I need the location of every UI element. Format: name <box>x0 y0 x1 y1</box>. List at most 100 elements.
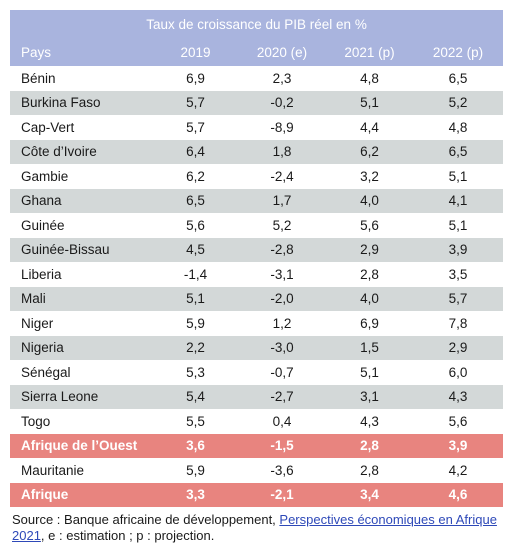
value-cell: 4,4 <box>326 115 413 140</box>
value-cell: -2,1 <box>238 482 326 507</box>
country-name-cell: Guinée-Bissau <box>10 237 153 262</box>
value-cell: 5,2 <box>238 213 326 238</box>
value-cell: 3,2 <box>326 164 413 189</box>
country-name-cell: Afrique <box>10 482 153 507</box>
value-cell: -0,7 <box>238 360 326 385</box>
table-row: Liberia -1,4 -3,1 2,8 3,5 <box>10 262 504 287</box>
value-cell: -2,0 <box>238 286 326 311</box>
gdp-growth-table-container: Taux de croissance du PIB réel en % Pays… <box>10 10 504 544</box>
table-row: Ghana 6,5 1,7 4,0 4,1 <box>10 188 504 213</box>
value-cell: 2,8 <box>326 458 413 483</box>
value-cell: 3,1 <box>326 384 413 409</box>
value-cell: 3,6 <box>153 433 238 458</box>
value-cell: -3,6 <box>238 458 326 483</box>
country-name-cell: Niger <box>10 311 153 336</box>
table-row: Afrique de l’Ouest 3,6 -1,5 2,8 3,9 <box>10 433 504 458</box>
table-body: Bénin 6,9 2,3 4,8 6,5 Burkina Faso 5,7 -0,2 5,1 5… <box>10 66 504 507</box>
value-cell: 4,8 <box>326 66 413 91</box>
value-cell: 5,7 <box>153 90 238 115</box>
value-cell: 2,8 <box>326 262 413 287</box>
country-name-cell: Bénin <box>10 66 153 91</box>
value-cell: 5,1 <box>326 90 413 115</box>
value-cell: 4,2 <box>413 458 504 483</box>
value-cell: 6,9 <box>326 311 413 336</box>
table-row: Mali 5,1 -2,0 4,0 5,7 <box>10 286 504 311</box>
value-cell: 4,6 <box>413 482 504 507</box>
value-cell: 5,9 <box>153 458 238 483</box>
value-cell: -1,4 <box>153 262 238 287</box>
country-name-cell: Ghana <box>10 188 153 213</box>
value-cell: 5,7 <box>413 286 504 311</box>
value-cell: 6,4 <box>153 139 238 164</box>
value-cell: 5,7 <box>153 115 238 140</box>
column-header-2022: 2022 (p) <box>413 38 504 66</box>
value-cell: 1,5 <box>326 335 413 360</box>
value-cell: 5,6 <box>413 409 504 434</box>
country-name-cell: Nigeria <box>10 335 153 360</box>
value-cell: -2,7 <box>238 384 326 409</box>
value-cell: -2,8 <box>238 237 326 262</box>
table-row: Nigeria 2,2 -3,0 1,5 2,9 <box>10 335 504 360</box>
value-cell: 6,0 <box>413 360 504 385</box>
value-cell: 4,0 <box>326 286 413 311</box>
value-cell: 5,1 <box>153 286 238 311</box>
source-note: Source : Banque africaine de développeme… <box>10 512 503 544</box>
value-cell: 5,1 <box>413 164 504 189</box>
table-title-row: Taux de croissance du PIB réel en % <box>10 10 504 38</box>
value-cell: 5,1 <box>413 213 504 238</box>
value-cell: 6,5 <box>413 66 504 91</box>
table-row: Mauritanie 5,9 -3,6 2,8 4,2 <box>10 458 504 483</box>
value-cell: 4,5 <box>153 237 238 262</box>
column-header-2019: 2019 <box>153 38 238 66</box>
value-cell: 3,9 <box>413 237 504 262</box>
value-cell: -1,5 <box>238 433 326 458</box>
table-row: Burkina Faso 5,7 -0,2 5,1 5,2 <box>10 90 504 115</box>
value-cell: 5,1 <box>326 360 413 385</box>
value-cell: 4,3 <box>326 409 413 434</box>
value-cell: -0,2 <box>238 90 326 115</box>
value-cell: 1,8 <box>238 139 326 164</box>
value-cell: 1,7 <box>238 188 326 213</box>
value-cell: 5,2 <box>413 90 504 115</box>
country-name-cell: Sénégal <box>10 360 153 385</box>
value-cell: 6,9 <box>153 66 238 91</box>
value-cell: 6,5 <box>153 188 238 213</box>
value-cell: 4,3 <box>413 384 504 409</box>
country-name-cell: Sierra Leone <box>10 384 153 409</box>
source-link[interactable]: Perspectives économiques en Afrique 2021 <box>12 512 497 543</box>
value-cell: 3,9 <box>413 433 504 458</box>
value-cell: 7,8 <box>413 311 504 336</box>
value-cell: 2,8 <box>326 433 413 458</box>
value-cell: 3,5 <box>413 262 504 287</box>
source-prefix: Source : Banque africaine de développeme… <box>12 512 280 527</box>
table-row: Guinée 5,6 5,2 5,6 5,1 <box>10 213 504 238</box>
column-header-pays: Pays <box>10 38 153 66</box>
country-name-cell: Côte d’Ivoire <box>10 139 153 164</box>
value-cell: 5,3 <box>153 360 238 385</box>
source-suffix: , e : estimation ; p : projection. <box>40 528 215 543</box>
value-cell: 3,3 <box>153 482 238 507</box>
value-cell: -8,9 <box>238 115 326 140</box>
table-row: Bénin 6,9 2,3 4,8 6,5 <box>10 66 504 91</box>
country-name-cell: Mauritanie <box>10 458 153 483</box>
value-cell: 4,0 <box>326 188 413 213</box>
table-row: Côte d’Ivoire 6,4 1,8 6,2 6,5 <box>10 139 504 164</box>
value-cell: 2,9 <box>413 335 504 360</box>
table-row: Cap-Vert 5,7 -8,9 4,4 4,8 <box>10 115 504 140</box>
value-cell: 5,4 <box>153 384 238 409</box>
table-row: Guinée-Bissau 4,5 -2,8 2,9 3,9 <box>10 237 504 262</box>
gdp-growth-table: Taux de croissance du PIB réel en % Pays… <box>10 10 504 507</box>
value-cell: 5,9 <box>153 311 238 336</box>
value-cell: 1,2 <box>238 311 326 336</box>
table-header-row: Pays 2019 2020 (e) 2021 (p) 2022 (p) <box>10 38 504 66</box>
value-cell: 0,4 <box>238 409 326 434</box>
value-cell: -2,4 <box>238 164 326 189</box>
country-name-cell: Cap-Vert <box>10 115 153 140</box>
value-cell: 3,4 <box>326 482 413 507</box>
country-name-cell: Afrique de l’Ouest <box>10 433 153 458</box>
table-row: Gambie 6,2 -2,4 3,2 5,1 <box>10 164 504 189</box>
table-row: Sierra Leone 5,4 -2,7 3,1 4,3 <box>10 384 504 409</box>
country-name-cell: Liberia <box>10 262 153 287</box>
country-name-cell: Guinée <box>10 213 153 238</box>
table-row: Togo 5,5 0,4 4,3 5,6 <box>10 409 504 434</box>
